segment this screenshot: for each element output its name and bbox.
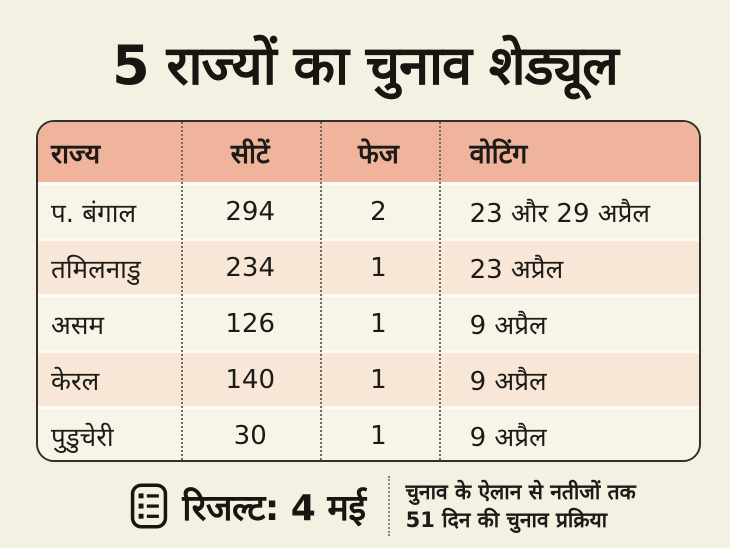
cell-state: प. बंगाल <box>51 198 137 229</box>
cell-phase: 1 <box>370 308 387 339</box>
footer-divider <box>387 476 390 536</box>
note-line-2: 51 दिन की चुनाव प्रक्रिया <box>405 508 608 532</box>
header-voting: वोटिंग <box>469 138 528 170</box>
cell-voting: 9 अप्रैल <box>469 422 547 453</box>
cell-seats: 234 <box>225 252 276 283</box>
cell-seats: 140 <box>225 364 276 395</box>
page-title: 5 राज्यों का चुनाव शेड्यूल <box>112 34 619 97</box>
cell-phase: 1 <box>370 420 387 451</box>
cell-voting: 23 अप्रैल <box>469 254 564 285</box>
table-row: पुडुचेरी 30 1 9 अप्रैल <box>38 406 699 460</box>
checklist-icon <box>130 483 168 529</box>
table-row: असम 126 1 9 अप्रैल <box>38 294 699 350</box>
table-row: प. बंगाल 294 2 23 और 29 अप्रैल <box>38 182 699 238</box>
note-line-1: चुनाव के ऐलान से नतीजों तक <box>405 480 636 504</box>
election-schedule-table: राज्य सीटें फेज वोटिंग प. बंगाल 294 2 23… <box>36 120 701 462</box>
table-row: केरल 140 1 9 अप्रैल <box>38 350 699 406</box>
cell-phase: 1 <box>370 364 387 395</box>
cell-state: तमिलनाडु <box>51 254 141 285</box>
cell-state: केरल <box>51 366 100 397</box>
header-seats: सीटें <box>230 138 270 170</box>
result-label: रिजल्ट: 4 मई <box>182 487 366 529</box>
table-row: तमिलनाडु 234 1 23 अप्रैल <box>38 238 699 294</box>
table-header-row: राज्य सीटें फेज वोटिंग <box>38 122 699 182</box>
cell-state: असम <box>51 310 104 341</box>
cell-phase: 1 <box>370 252 387 283</box>
cell-seats: 294 <box>225 196 276 227</box>
cell-voting: 9 अप्रैल <box>469 366 547 397</box>
header-phase: फेज <box>358 138 399 170</box>
cell-state: पुडुचेरी <box>51 422 114 453</box>
cell-voting: 23 और 29 अप्रैल <box>469 198 651 229</box>
header-state: राज्य <box>51 138 101 170</box>
footer: रिजल्ट: 4 मई चुनाव के ऐलान से नतीजों तक … <box>0 468 730 544</box>
cell-seats: 126 <box>225 308 276 339</box>
footer-note: चुनाव के ऐलान से नतीजों तक 51 दिन की चुन… <box>406 478 636 534</box>
cell-voting: 9 अप्रैल <box>469 310 547 341</box>
cell-phase: 2 <box>370 196 387 227</box>
cell-seats: 30 <box>233 420 267 451</box>
